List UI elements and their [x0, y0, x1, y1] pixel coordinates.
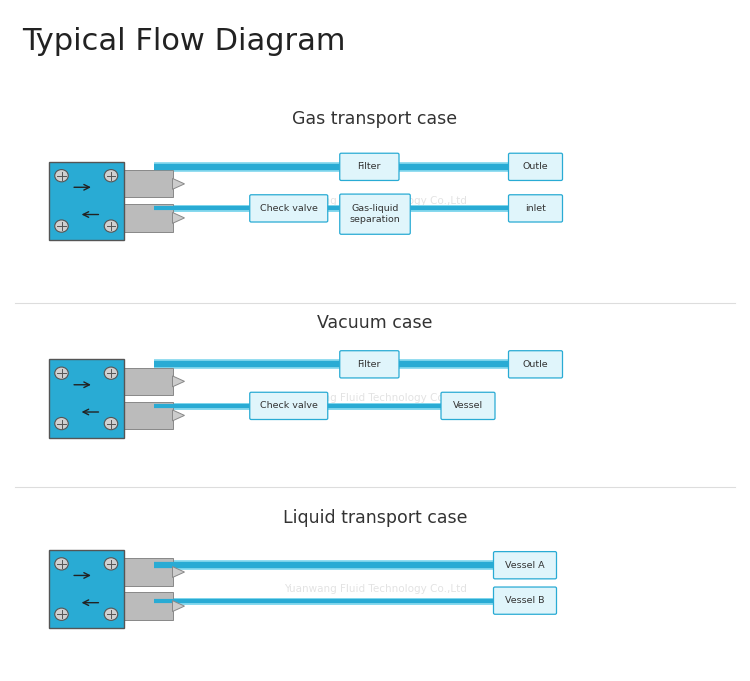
- FancyBboxPatch shape: [441, 392, 495, 419]
- Text: Gas-liquid
separation: Gas-liquid separation: [350, 204, 400, 224]
- Polygon shape: [172, 178, 184, 189]
- Bar: [124, 204, 172, 232]
- Bar: [124, 592, 172, 620]
- Text: Typical Flow Diagram: Typical Flow Diagram: [22, 27, 346, 57]
- Text: Liquid transport case: Liquid transport case: [283, 509, 467, 526]
- Text: Vessel A: Vessel A: [506, 560, 544, 570]
- Text: Outle: Outle: [523, 162, 548, 172]
- Circle shape: [104, 417, 118, 430]
- FancyBboxPatch shape: [494, 552, 556, 579]
- Polygon shape: [172, 601, 184, 612]
- Bar: [124, 170, 172, 197]
- Text: Yuanwang Fluid Technology Co.,Ltd: Yuanwang Fluid Technology Co.,Ltd: [284, 584, 466, 594]
- Bar: [124, 402, 172, 429]
- Text: Filter: Filter: [358, 360, 381, 369]
- Polygon shape: [172, 212, 184, 223]
- Text: Vessel B: Vessel B: [506, 596, 544, 605]
- Text: Outle: Outle: [523, 360, 548, 369]
- Text: Gas transport case: Gas transport case: [292, 110, 458, 128]
- FancyBboxPatch shape: [340, 194, 410, 234]
- Bar: [124, 368, 172, 395]
- Text: Yuanwang Fluid Technology Co.,Ltd: Yuanwang Fluid Technology Co.,Ltd: [284, 196, 466, 206]
- Bar: [124, 558, 172, 586]
- Bar: [49, 161, 124, 240]
- Polygon shape: [172, 567, 184, 577]
- FancyBboxPatch shape: [250, 392, 328, 419]
- Text: Yuanwang Fluid Technology Co.,Ltd: Yuanwang Fluid Technology Co.,Ltd: [284, 394, 466, 403]
- Bar: [49, 360, 124, 438]
- FancyBboxPatch shape: [340, 351, 399, 378]
- FancyBboxPatch shape: [340, 153, 399, 180]
- Circle shape: [104, 170, 118, 182]
- Circle shape: [104, 558, 118, 570]
- FancyBboxPatch shape: [494, 587, 556, 614]
- Circle shape: [104, 220, 118, 232]
- Polygon shape: [172, 376, 184, 387]
- Text: Filter: Filter: [358, 162, 381, 172]
- Circle shape: [104, 608, 118, 620]
- Text: inlet: inlet: [525, 204, 546, 213]
- Text: Vessel: Vessel: [453, 401, 483, 411]
- Bar: [49, 550, 124, 628]
- Text: Vacuum case: Vacuum case: [317, 315, 433, 332]
- Circle shape: [55, 220, 68, 232]
- FancyBboxPatch shape: [509, 195, 562, 222]
- Circle shape: [55, 170, 68, 182]
- Circle shape: [55, 417, 68, 430]
- Text: Check valve: Check valve: [260, 401, 318, 411]
- FancyBboxPatch shape: [250, 195, 328, 222]
- Circle shape: [104, 367, 118, 379]
- Circle shape: [55, 608, 68, 620]
- Polygon shape: [172, 410, 184, 421]
- Circle shape: [55, 558, 68, 570]
- Circle shape: [55, 367, 68, 379]
- FancyBboxPatch shape: [509, 153, 562, 180]
- FancyBboxPatch shape: [509, 351, 562, 378]
- Text: Check valve: Check valve: [260, 204, 318, 213]
